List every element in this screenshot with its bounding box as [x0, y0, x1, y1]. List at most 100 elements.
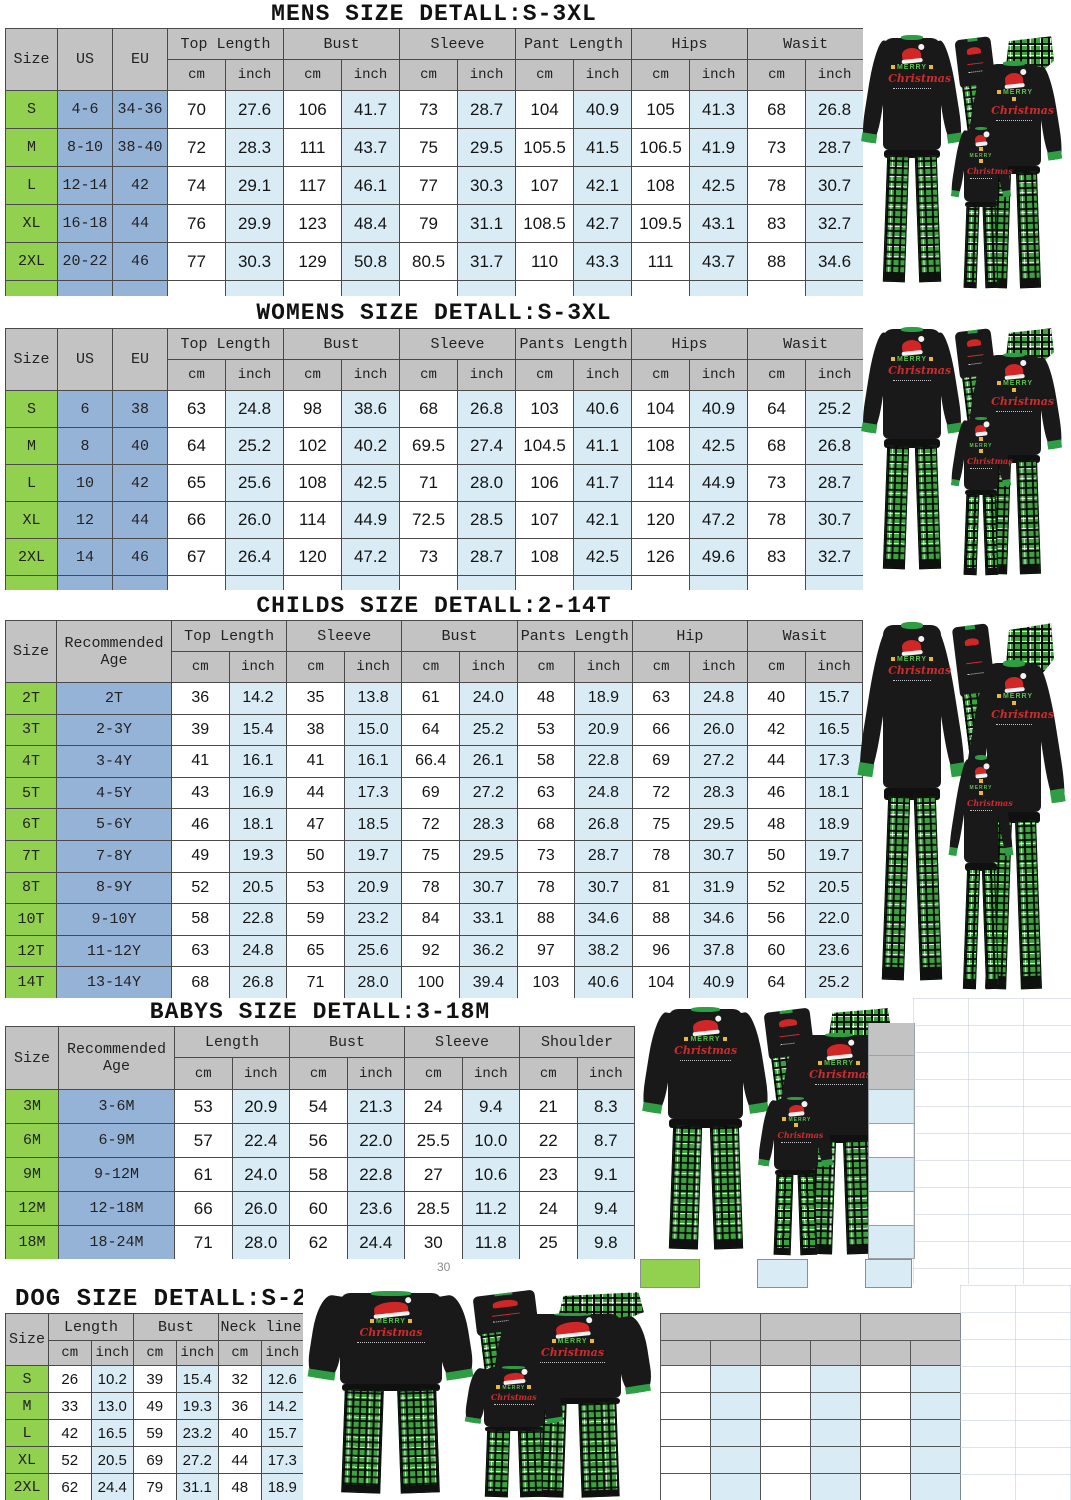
size-table-grid: Size US EU Top Length Bust Sleeve Pants Length… [5, 328, 863, 590]
pajama-collar [900, 621, 924, 630]
shirt-print-christmas: Christmas [888, 363, 952, 377]
value-cell: 98 [283, 390, 343, 428]
plaid-pant-leg [981, 869, 999, 990]
column-header: US [57, 328, 113, 391]
value-cell: 17.3 [343, 776, 403, 810]
size-table-grid: Size US EU Top Length Bust Sleeve Pant Length H… [5, 28, 863, 296]
table-row: L 10 42 65 25.6 108 42.5 71 28.0 106 41.7 114 44.9 73… [5, 464, 863, 502]
value-cell: 18.9 [574, 682, 633, 715]
value-cell: 28.7 [574, 839, 633, 873]
value-cell: 109.5 [631, 204, 691, 243]
row-pre-value: 11-12Y [56, 934, 172, 968]
plaid-pant-leg [773, 1173, 794, 1255]
ghost-body-cell [861, 1447, 911, 1474]
row-pre-value: 44 [112, 501, 168, 539]
row-pre-value: 2-3Y [56, 713, 172, 747]
value-cell: 53 [174, 1089, 233, 1124]
value-cell: 71 [286, 966, 345, 998]
table-row: 2XL 14 46 67 26.4 120 47.2 73 28.7 108 42.5 126 49.6… [5, 538, 863, 576]
column-header-size: Size [5, 1026, 59, 1090]
plaid-pant-leg [914, 156, 941, 284]
value-cell: 10.2 [90, 1365, 135, 1393]
value-cell: 108 [283, 464, 343, 502]
pants-waistband [341, 1384, 441, 1392]
plaid-pant-leg [709, 1125, 743, 1250]
row-size-label: 18M [5, 1225, 59, 1259]
value-cell: 31.1 [457, 204, 517, 243]
group-header: Top Length [170, 620, 288, 652]
value-cell: 105 [631, 90, 691, 129]
value-cell: 73 [399, 90, 459, 129]
table-row: XL 52 20.5 69 27.2 44 17.3 [5, 1446, 303, 1474]
shirt-print-christmas: Christmas [777, 1129, 824, 1140]
pants-waistband [884, 438, 940, 448]
value-cell: 77 [167, 242, 226, 281]
value-cell: 10.0 [461, 1123, 521, 1158]
group-header: Bust [133, 1313, 220, 1341]
pajama-top: MERRY Christmas [950, 416, 1013, 492]
partial-row [5, 575, 863, 590]
plaid-pant-leg [963, 869, 981, 990]
value-cell: 18.5 [343, 808, 403, 841]
childs-product-photo: MERRY Christmas MERRY Christmas MERRY Christm… [856, 614, 1067, 994]
table-row: 9M 9-12M 61 24.0 58 22.8 27 10.6 23 9.1 [5, 1157, 635, 1192]
value-cell: 24.8 [574, 776, 633, 810]
table-row: M 33 13.0 49 19.3 36 14.2 [5, 1392, 303, 1420]
value-cell: 41.3 [689, 90, 749, 129]
value-cell: 26.8 [457, 390, 517, 428]
value-cell: 72 [401, 808, 460, 841]
value-cell: 22.8 [228, 903, 288, 936]
pajama-pants [645, 1118, 766, 1250]
value-cell: 42.5 [689, 427, 749, 465]
womens-size-section: WOMENS SIZE DETALL:S-3XL Size US EU Top Len… [5, 296, 863, 590]
value-cell: 28.0 [231, 1225, 291, 1259]
value-cell: 104 [631, 390, 691, 428]
value-cell: 29.9 [224, 204, 285, 243]
row-pre-value: 6-9M [58, 1123, 175, 1158]
shirt-print-smalltext [892, 88, 932, 90]
value-cell: 24.0 [231, 1157, 291, 1192]
table-row: XL 16-18 44 76 29.9 123 48.4 79 31.1 108.5 42.7 109… [5, 204, 863, 243]
group-header: Sleeve [399, 28, 517, 60]
value-cell: 27.6 [224, 90, 285, 129]
value-cell: 34.6 [805, 242, 863, 281]
value-cell: 47 [286, 808, 345, 841]
table-row: 4T 3-4Y 41 16.1 41 16.1 66.4 26.1 58 22.8 69 27.2 44… [5, 745, 863, 778]
row-pre-value: 44 [112, 204, 168, 243]
santa-hat-icon [492, 1299, 518, 1310]
value-cell: 66 [174, 1191, 233, 1226]
group-header: Wasit [747, 28, 863, 60]
value-cell: 28.3 [459, 808, 518, 841]
santa-hat-icon [966, 337, 982, 347]
value-cell: 23 [519, 1157, 578, 1192]
value-cell: 40.6 [573, 390, 633, 428]
value-cell: 44 [286, 776, 345, 810]
value-cell: 25.2 [804, 966, 863, 998]
group-header: Hips [631, 328, 749, 360]
value-cell: 96 [631, 934, 691, 968]
pants-waistband [484, 1426, 543, 1432]
shirt-print-merry: MERRY [888, 656, 936, 663]
table-row: 18M 18-24M 71 28.0 62 24.4 30 11.8 25 9.8 [5, 1225, 635, 1259]
row-pre-value: 34-36 [112, 90, 168, 129]
pajama-set: MERRY Christmas [859, 35, 965, 284]
ghost-body-cell [761, 1447, 811, 1474]
santa-hat-icon [966, 46, 982, 55]
value-cell: 129 [283, 242, 343, 281]
value-cell: 28.3 [224, 128, 285, 167]
value-cell: 28.7 [805, 128, 863, 167]
value-cell: 44 [747, 745, 806, 778]
row-size-label: M [5, 1392, 49, 1420]
row-pre-value: 5-6Y [56, 808, 172, 841]
pajama-collar [787, 1096, 805, 1101]
shirt-print-smalltext [995, 120, 1033, 122]
value-cell: 32 [218, 1365, 262, 1393]
pajama-top: MERRY Christmas [639, 1007, 772, 1121]
plaid-pant-leg [1016, 460, 1042, 575]
row-size-label: S [5, 390, 58, 428]
value-cell: 68 [516, 808, 576, 841]
santa-hat-icon [974, 766, 988, 777]
shirt-print: MERRY Christmas [777, 1104, 824, 1143]
unit-header: inch [689, 59, 749, 91]
group-header: Hip [631, 620, 749, 652]
